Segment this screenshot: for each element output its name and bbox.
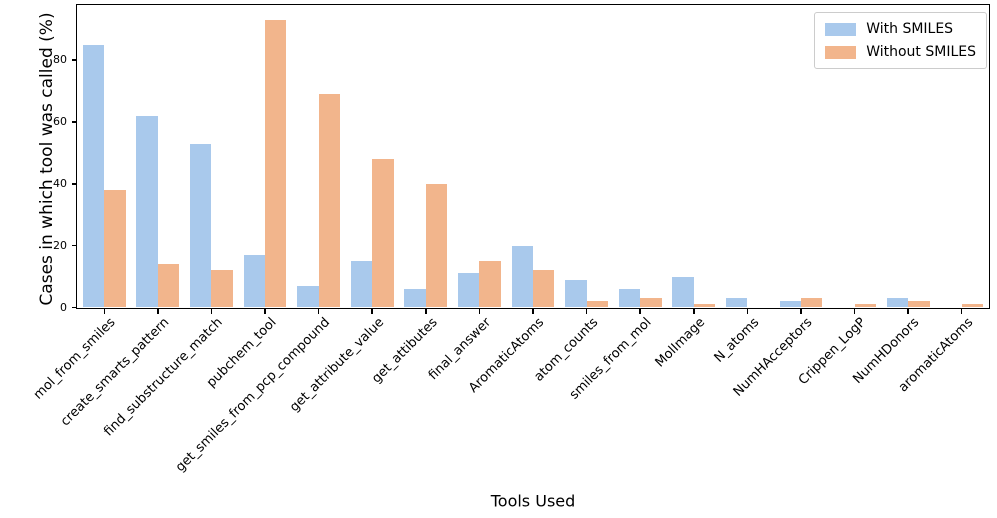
x-tick-mark	[800, 309, 802, 314]
bar-with-smiles	[511, 245, 533, 308]
legend-label: With SMILES	[866, 21, 954, 37]
bar-without-smiles	[479, 261, 501, 308]
x-tick-mark	[693, 309, 695, 314]
plot-area	[76, 4, 990, 309]
bar-with-smiles	[779, 301, 801, 308]
legend-entry: With SMILES	[825, 21, 976, 37]
y-tick-mark	[71, 306, 76, 309]
legend-swatch-icon	[825, 45, 857, 59]
x-tick-mark	[478, 309, 481, 314]
bar-with-smiles	[886, 298, 909, 308]
x-tick-mark	[532, 309, 534, 314]
y-axis-label: Cases in which tool was called (%)	[37, 11, 57, 306]
legend-swatch-icon	[825, 22, 857, 36]
bar-with-smiles	[672, 276, 694, 308]
bar-with-smiles	[618, 288, 641, 308]
x-tick-label: MolImage	[652, 315, 709, 371]
y-tick-label: 60	[53, 114, 67, 128]
bar-without-smiles	[533, 270, 555, 308]
bar-without-smiles	[693, 304, 716, 308]
y-tick-label: 40	[53, 176, 67, 190]
y-tick-label: 0	[60, 300, 67, 314]
x-tick-mark	[585, 309, 588, 314]
x-tick-mark	[907, 309, 909, 314]
x-tick-mark	[746, 309, 749, 314]
bar-without-smiles	[640, 298, 662, 308]
bar-with-smiles	[136, 115, 158, 308]
x-tick-mark	[317, 309, 320, 314]
x-tick-mark	[425, 309, 427, 314]
x-tick-mark	[853, 309, 856, 314]
bar-without-smiles	[854, 304, 876, 308]
x-tick-mark	[103, 309, 106, 314]
bar-without-smiles	[961, 304, 984, 308]
y-tick-label: 20	[53, 238, 67, 252]
bar-with-smiles	[297, 285, 319, 308]
bar-with-smiles	[243, 254, 266, 308]
bar-without-smiles	[586, 301, 608, 308]
x-axis-label: Tools Used	[490, 491, 576, 511]
x-tick-label: create_smarts_pattern	[58, 315, 173, 430]
bar-without-smiles	[800, 298, 823, 308]
x-tick-mark	[157, 309, 159, 314]
x-tick-label: N_atoms	[711, 315, 762, 366]
legend-label: Without SMILES	[866, 44, 976, 60]
bar-without-smiles	[157, 264, 180, 308]
y-tick-mark	[71, 244, 76, 247]
bar-with-smiles	[565, 279, 587, 308]
x-tick-mark	[264, 309, 266, 314]
bar-without-smiles	[908, 301, 930, 308]
x-tick-label: get_attribute_value	[286, 315, 387, 416]
y-tick-mark	[71, 183, 76, 185]
y-tick-mark	[71, 59, 76, 61]
bar-without-smiles	[211, 270, 233, 308]
bar-without-smiles	[318, 94, 341, 308]
legend-entry: Without SMILES	[825, 44, 976, 60]
bar-with-smiles	[82, 44, 105, 308]
bar-with-smiles	[457, 273, 480, 308]
bar-without-smiles	[104, 189, 126, 308]
bar-with-smiles	[350, 261, 373, 308]
bar-without-smiles	[265, 19, 287, 308]
x-tick-mark	[960, 309, 963, 314]
bar-with-smiles	[725, 298, 748, 308]
bar-with-smiles	[404, 288, 426, 308]
y-tick-mark	[71, 121, 76, 123]
y-tick-label: 80	[53, 53, 67, 67]
bar-with-smiles	[190, 143, 212, 308]
bar-without-smiles	[425, 183, 448, 308]
x-tick-mark	[371, 309, 373, 314]
legend: With SMILES Without SMILES	[814, 12, 987, 69]
x-tick-mark	[639, 309, 641, 314]
x-tick-mark	[210, 309, 213, 314]
bar-without-smiles	[372, 159, 394, 308]
